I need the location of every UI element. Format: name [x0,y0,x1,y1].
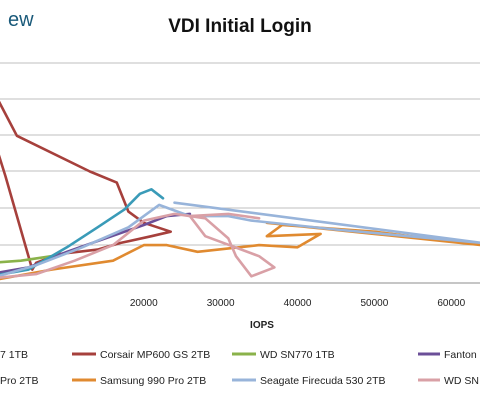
legend-label: WD SN770 1TB [260,349,335,361]
x-tick-label: 50000 [360,298,388,309]
legend-label: 7 1TB [0,349,28,361]
x-tick-label: 40000 [284,298,312,309]
x-tick-label: 30000 [207,298,235,309]
plot-area [0,100,480,281]
series-line [0,254,53,264]
series-line [0,188,165,276]
brand-logo-text: ew [8,9,34,31]
legend-label: Samsung 990 Pro 2TB [100,375,206,387]
chart-title: VDI Initial Login [168,16,312,37]
gridlines [0,62,480,284]
legend: 7 1TB Corsair MP600 GS 2TB WD SN770 1TB Fan… [0,349,479,387]
x-tick-labels: 20000 30000 40000 50000 60000 [130,298,466,309]
x-tick-label: 60000 [437,298,465,309]
series-line [0,100,172,271]
series-line [0,212,276,279]
legend-label: Corsair MP600 GS 2TB [100,349,210,361]
legend-label: Fanton [444,349,477,361]
x-axis-label: IOPS [250,320,274,331]
legend-label: Pro 2TB [0,375,39,387]
legend-label: WD SN [444,375,479,387]
x-tick-label: 20000 [130,298,158,309]
legend-label: Seagate Firecuda 530 2TB [260,375,386,387]
